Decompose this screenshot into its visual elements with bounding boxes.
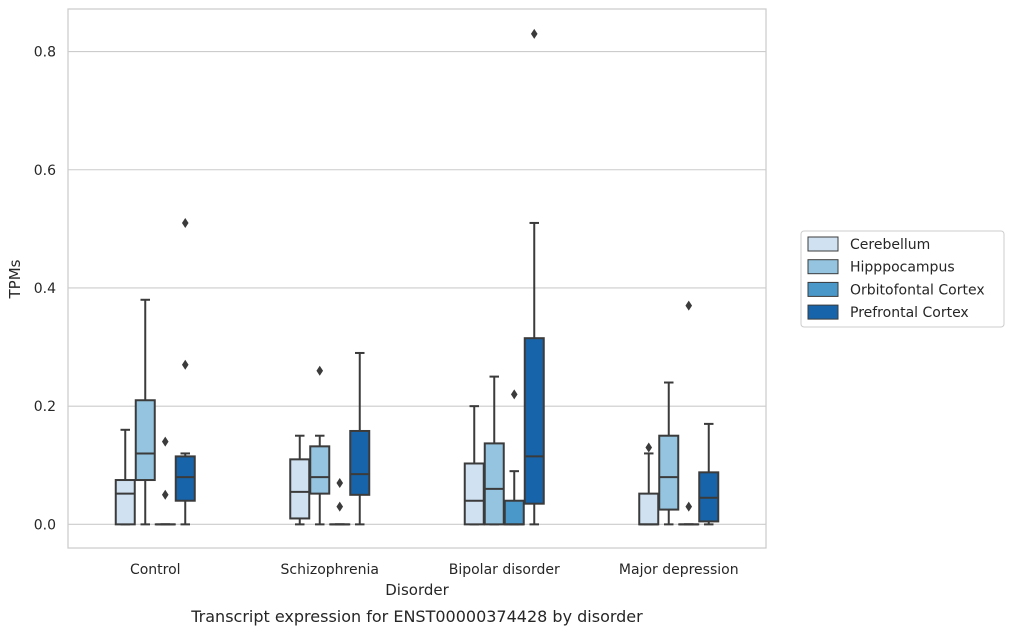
outlier-point bbox=[181, 217, 189, 228]
box-body bbox=[483, 442, 505, 526]
x-tick-label: Schizophrenia bbox=[281, 562, 379, 578]
box-3-0 bbox=[638, 442, 660, 526]
chart-caption: Transcript expression for ENST0000037442… bbox=[190, 607, 643, 626]
outlier-point bbox=[510, 389, 518, 400]
y-tick-label: 0.2 bbox=[34, 399, 56, 415]
box-body bbox=[134, 399, 156, 482]
x-axis-label: Disorder bbox=[385, 581, 449, 599]
box-0-1 bbox=[134, 298, 156, 526]
x-tick-label: Major depression bbox=[619, 562, 739, 578]
legend-swatch bbox=[807, 281, 839, 297]
box-1-1 bbox=[309, 365, 331, 526]
box-body bbox=[174, 455, 196, 502]
legend-frame bbox=[800, 230, 1005, 328]
box-2-3 bbox=[523, 28, 545, 526]
box-2-1 bbox=[483, 375, 505, 526]
legend-swatch bbox=[807, 236, 839, 252]
legend-swatch bbox=[807, 259, 839, 275]
outlier-point bbox=[685, 300, 693, 311]
box-body bbox=[349, 429, 371, 496]
outlier-point bbox=[336, 501, 344, 512]
legend-swatch bbox=[807, 304, 839, 320]
box-2-2 bbox=[503, 389, 525, 526]
x-tick-labels: Control Schizophrenia Bipolar disorder Majo… bbox=[130, 562, 739, 578]
y-tick-label: 0.6 bbox=[34, 163, 56, 179]
box-body bbox=[503, 499, 525, 526]
boxes bbox=[114, 28, 720, 526]
box-2-0 bbox=[463, 405, 485, 526]
legend-label: Prefrontal Cortex bbox=[850, 305, 969, 321]
x-tick-label: Control bbox=[130, 562, 181, 578]
outlier-point bbox=[336, 477, 344, 488]
outlier-point bbox=[161, 489, 169, 500]
box-3-3 bbox=[698, 422, 720, 526]
x-tick-label: Bipolar disorder bbox=[449, 562, 560, 578]
box-3-2 bbox=[678, 300, 700, 526]
legend: Cerebellum Hipppocampus Orbitofontal Corte… bbox=[800, 230, 1005, 328]
box-1-3 bbox=[349, 351, 371, 526]
outlier-point bbox=[316, 365, 324, 376]
y-tick-label: 0.4 bbox=[34, 281, 56, 297]
box-0-0 bbox=[114, 428, 136, 526]
y-tick-labels: 0.0 0.2 0.4 0.6 0.8 bbox=[34, 45, 56, 534]
y-tick-label: 0.8 bbox=[34, 45, 56, 61]
box-body bbox=[638, 492, 660, 526]
outlier-point bbox=[530, 28, 538, 39]
box-body bbox=[114, 479, 136, 526]
legend-label: Hipppocampus bbox=[850, 260, 955, 276]
legend-label: Orbitofontal Cortex bbox=[850, 282, 985, 298]
box-body bbox=[658, 434, 680, 511]
box-3-1 bbox=[658, 381, 680, 526]
box-body bbox=[289, 458, 311, 520]
outlier-point bbox=[645, 442, 653, 453]
y-tick-label: 0.0 bbox=[34, 517, 56, 533]
box-0-2 bbox=[154, 436, 176, 526]
box-body bbox=[309, 445, 331, 495]
legend-label: Cerebellum bbox=[850, 237, 930, 253]
box-1-2 bbox=[329, 477, 351, 526]
outlier-point bbox=[181, 359, 189, 370]
plot-frame bbox=[67, 8, 767, 549]
outlier-point bbox=[685, 501, 693, 512]
box-body bbox=[523, 337, 545, 505]
box-0-3 bbox=[174, 217, 196, 526]
outlier-point bbox=[161, 436, 169, 447]
y-axis-label: TPMs bbox=[6, 259, 24, 299]
box-1-0 bbox=[289, 434, 311, 526]
box-body bbox=[463, 462, 485, 526]
